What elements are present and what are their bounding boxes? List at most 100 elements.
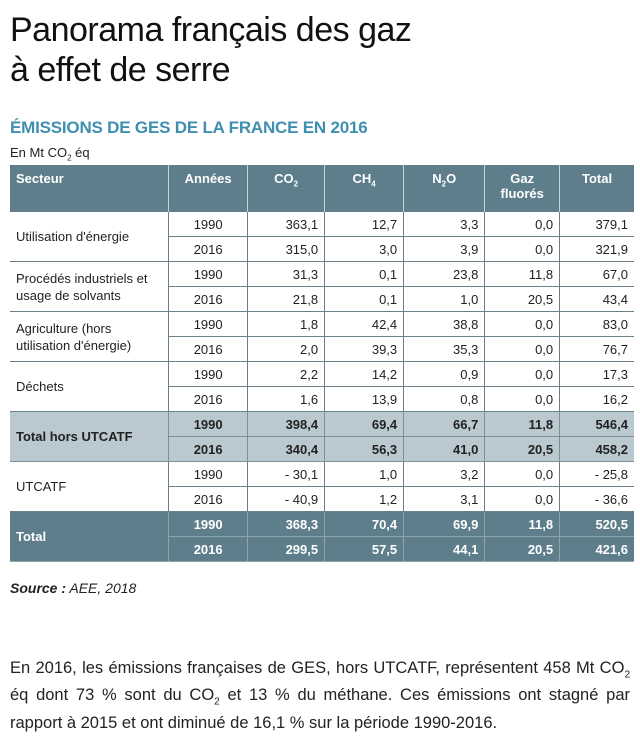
year-cell: 2016	[168, 536, 249, 562]
co2-cell: 21,8	[247, 286, 326, 312]
ch4-cell: 3,0	[324, 236, 405, 262]
co2-cell: 368,3	[247, 511, 326, 537]
total-cell: 321,9	[559, 236, 634, 262]
n2o-cell: 41,0	[403, 436, 486, 462]
n2o-cell: 66,7	[403, 411, 486, 437]
table-row: Agriculture (hors utilisation d'énergie)…	[10, 311, 634, 362]
total-cell: 67,0	[559, 261, 634, 287]
total-cell: 83,0	[559, 311, 634, 337]
table-body: Utilisation d'énergie 1990 363,1 12,7 3,3 0,0…	[10, 211, 634, 562]
ch4-cell: 13,9	[324, 386, 405, 412]
year-cell: 1990	[168, 211, 249, 237]
ch4-cell: 14,2	[324, 361, 405, 387]
n2o-cell: 3,3	[403, 211, 486, 237]
units-label: En Mt CO2 éq	[10, 145, 90, 163]
gaz-cell: 0,0	[484, 461, 561, 487]
table-row: Total hors UTCATF 1990 398,4 69,4 66,7 11,8 54…	[10, 411, 634, 462]
year-cell: 2016	[168, 236, 249, 262]
year-cell: 1990	[168, 311, 249, 337]
header-n2o: N2O	[403, 165, 486, 212]
n2o-cell: 35,3	[403, 336, 486, 362]
n2o-cell: 3,2	[403, 461, 486, 487]
title-line-2: à effet de serre	[10, 51, 231, 89]
sector-cell: Agriculture (hors utilisation d'énergie)	[10, 311, 170, 362]
year-cell: 2016	[168, 336, 249, 362]
gaz-cell: 0,0	[484, 211, 561, 237]
table-row: Procédés industriels et usage de solvant…	[10, 261, 634, 312]
sector-cell: Total	[10, 511, 170, 562]
total-cell: - 36,6	[559, 486, 634, 512]
year-cell: 2016	[168, 286, 249, 312]
header-total: Total	[559, 165, 634, 212]
gaz-cell: 20,5	[484, 286, 561, 312]
table-row: UTCATF 1990- 30,1 1,0 3,2 0,0- 25,8	[10, 461, 634, 512]
co2-cell: 1,8	[247, 311, 326, 337]
gaz-cell: 0,0	[484, 361, 561, 387]
ch4-cell: 39,3	[324, 336, 405, 362]
gaz-cell: 20,5	[484, 536, 561, 562]
co2-cell: 398,4	[247, 411, 326, 437]
table-row: 2016 340,4 56,3 41,0 20,5 458,2	[10, 436, 634, 462]
gaz-cell: 0,0	[484, 311, 561, 337]
table-row: 2016 1,6 13,9 0,8 0,0 16,2	[10, 386, 634, 412]
gaz-cell: 20,5	[484, 436, 561, 462]
year-cell: 2016	[168, 486, 249, 512]
year-cell: 1990	[168, 361, 249, 387]
gaz-cell: 11,8	[484, 261, 561, 287]
ch4-cell: 57,5	[324, 536, 405, 562]
total-cell: 421,6	[559, 536, 634, 562]
gaz-cell: 0,0	[484, 236, 561, 262]
year-cell: 2016	[168, 436, 249, 462]
sector-cell: UTCATF	[10, 461, 170, 512]
n2o-cell: 0,9	[403, 361, 486, 387]
table-row: 2016 21,8 0,1 1,0 20,5 43,4	[10, 286, 634, 312]
title-line-1: Panorama français des gaz	[10, 11, 412, 49]
co2-cell: 363,1	[247, 211, 326, 237]
total-cell: 43,4	[559, 286, 634, 312]
year-cell: 1990	[168, 261, 249, 287]
n2o-cell: 38,8	[403, 311, 486, 337]
summary-paragraph: En 2016, les émissions françaises de GES…	[10, 659, 630, 732]
table-header-row: Secteur Années CO2 CH4 N2O Gaz fluorés T…	[10, 165, 634, 212]
n2o-cell: 1,0	[403, 286, 486, 312]
ch4-cell: 70,4	[324, 511, 405, 537]
header-gaz-fluores: Gaz fluorés	[484, 165, 561, 212]
year-cell: 1990	[168, 411, 249, 437]
gaz-cell: 0,0	[484, 386, 561, 412]
sector-cell: Déchets	[10, 361, 170, 412]
n2o-cell: 0,8	[403, 386, 486, 412]
year-cell: 1990	[168, 461, 249, 487]
co2-cell: 315,0	[247, 236, 326, 262]
total-cell: 546,4	[559, 411, 634, 437]
table-row: 2016 299,5 57,5 44,1 20,5 421,6	[10, 536, 634, 562]
table-row: Utilisation d'énergie 1990 363,1 12,7 3,3 0,0…	[10, 211, 634, 262]
table-row: Total 1990 368,3 70,4 69,9 11,8 520,5	[10, 511, 634, 562]
sector-cell: Utilisation d'énergie	[10, 211, 170, 262]
ch4-cell: 1,2	[324, 486, 405, 512]
page-title: Panorama français des gaz à effet de ser…	[10, 10, 630, 90]
co2-cell: 1,6	[247, 386, 326, 412]
emissions-table: Secteur Années CO2 CH4 N2O Gaz fluorés T…	[10, 165, 634, 562]
gaz-cell: 11,8	[484, 411, 561, 437]
header-years: Années	[168, 165, 249, 212]
co2-cell: 2,2	[247, 361, 326, 387]
year-cell: 1990	[168, 511, 249, 537]
ch4-cell: 56,3	[324, 436, 405, 462]
n2o-cell: 3,1	[403, 486, 486, 512]
ch4-cell: 1,0	[324, 461, 405, 487]
ch4-cell: 69,4	[324, 411, 405, 437]
n2o-cell: 69,9	[403, 511, 486, 537]
header-co2: CO2	[247, 165, 326, 212]
total-cell: 520,5	[559, 511, 634, 537]
total-cell: - 25,8	[559, 461, 634, 487]
year-cell: 2016	[168, 386, 249, 412]
gaz-cell: 11,8	[484, 511, 561, 537]
co2-cell: 299,5	[247, 536, 326, 562]
co2-cell: 31,3	[247, 261, 326, 287]
co2-cell: 2,0	[247, 336, 326, 362]
table-subtitle: ÉMISSIONS DE GES DE LA FRANCE EN 2016	[10, 118, 368, 137]
ch4-cell: 0,1	[324, 286, 405, 312]
n2o-cell: 23,8	[403, 261, 486, 287]
source-note: Source : AEE, 2018	[10, 580, 137, 596]
total-cell: 458,2	[559, 436, 634, 462]
